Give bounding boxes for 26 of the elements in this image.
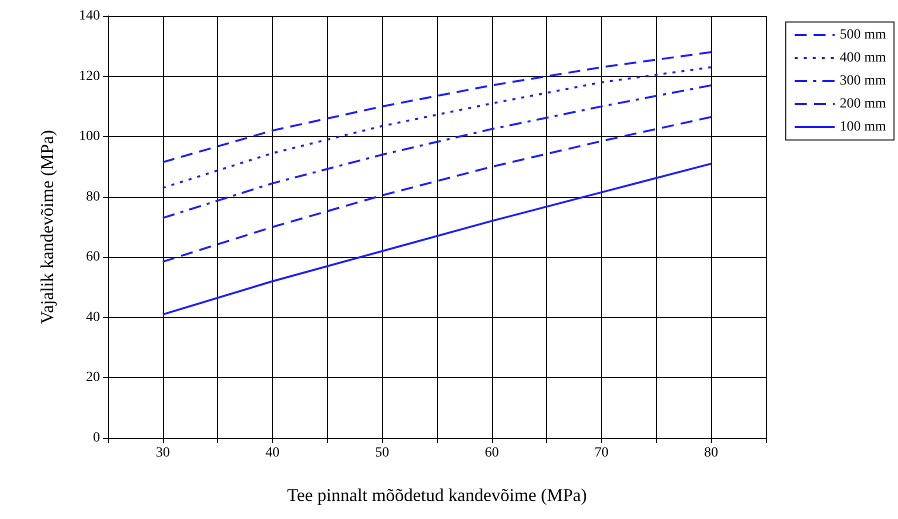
y-tick-label: 120 xyxy=(79,68,100,84)
legend-label: 100 mm xyxy=(840,120,886,134)
x-axis-title: Tee pinnalt mõõdetud kandevõime (MPa) xyxy=(287,485,587,505)
line-series xyxy=(162,116,712,263)
line-series xyxy=(162,51,712,164)
y-tick-label: 60 xyxy=(86,250,100,265)
x-tick-label: 40 xyxy=(266,446,280,460)
y-tick-label: 100 xyxy=(79,129,100,144)
x-tick-label: 80 xyxy=(704,446,718,460)
legend-label: 400 mm xyxy=(840,50,886,66)
x-tick-label: 30 xyxy=(156,446,170,460)
y-tick-label: 80 xyxy=(86,189,100,204)
y-tick-label: 40 xyxy=(86,310,100,325)
y-axis-title: Vajalik kandevõime (MPa) xyxy=(37,130,57,324)
x-tick-label: 50 xyxy=(375,446,390,460)
y-tick-label: 0 xyxy=(93,430,100,446)
line-series xyxy=(162,162,712,316)
legend-label: 300 mm xyxy=(840,74,886,88)
y-tick-label: 20 xyxy=(86,370,100,386)
legend-label: 200 mm xyxy=(840,96,886,112)
x-tick-label: 70 xyxy=(594,446,608,460)
x-tick-label: 60 xyxy=(484,446,499,460)
line-series xyxy=(162,66,712,189)
legend-label: 500 mm xyxy=(840,28,886,42)
y-tick-label: 140 xyxy=(79,8,100,24)
line-series xyxy=(162,84,712,219)
